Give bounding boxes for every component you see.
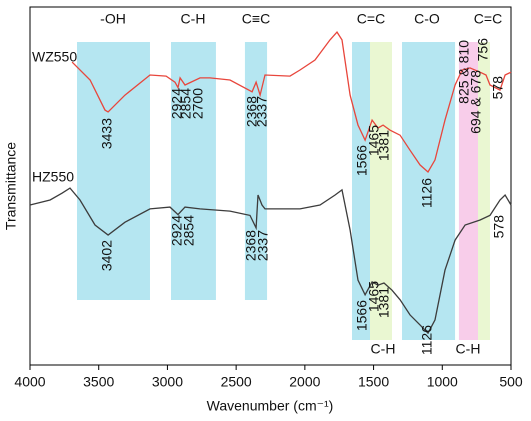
- series-label: WZ550: [32, 49, 77, 65]
- peak-label: 2337: [254, 96, 270, 127]
- x-tick-label: 1500: [358, 374, 389, 390]
- plot-frame: [29, 6, 512, 366]
- group-label: C=C: [357, 11, 385, 27]
- peak-label: 578: [490, 76, 506, 100]
- spectrum-line: [71, 31, 512, 174]
- band: [402, 42, 456, 340]
- x-tick-label: 3500: [83, 374, 114, 390]
- peak-label: 2924: [169, 215, 185, 246]
- x-tick-label: 2000: [289, 374, 320, 390]
- group-label: C-H: [456, 341, 481, 357]
- peak-label: 2368: [244, 96, 260, 127]
- x-tick-label: 3000: [152, 374, 183, 390]
- peak-label: 3402: [99, 240, 115, 271]
- x-tick-label: 2500: [221, 374, 252, 390]
- peak-label: 1126: [419, 178, 435, 208]
- group-label: -OH: [100, 11, 126, 27]
- peak-label: 825 & 810: [456, 40, 472, 104]
- series-label: HZ550: [32, 169, 74, 185]
- peak-label: 2854: [178, 88, 194, 119]
- peak-label: 1465: [366, 125, 382, 156]
- band: [478, 42, 490, 340]
- peak-label: 2337: [255, 230, 271, 261]
- band: [458, 42, 479, 340]
- group-label: C=C: [474, 11, 502, 27]
- group-label: C-H: [181, 11, 206, 27]
- peak-label: 2368: [243, 230, 259, 261]
- peak-label: 694 & 678: [468, 70, 484, 134]
- peak-label: 2854: [181, 215, 197, 246]
- x-tick-label: 1000: [427, 374, 458, 390]
- group-label: C-O: [414, 11, 440, 27]
- band: [351, 42, 370, 340]
- peak-label: 1381: [376, 287, 392, 318]
- peak-label: 2700: [190, 88, 206, 119]
- band: [244, 42, 268, 300]
- peak-label: 1381: [376, 130, 392, 161]
- x-tick-label: 500: [499, 374, 523, 390]
- peak-label: 1566: [354, 145, 370, 176]
- y-axis-label: Transmittance: [3, 142, 19, 230]
- peak-label: 2924: [169, 88, 185, 119]
- group-label: C-H: [371, 341, 396, 357]
- peak-label: 756: [475, 38, 491, 62]
- x-tick-label: 4000: [14, 374, 45, 390]
- peak-label: 1465: [366, 281, 382, 312]
- peak-label: 1126: [419, 325, 435, 355]
- x-axis-label: Wavenumber (cm⁻¹): [207, 398, 334, 414]
- spectrum-line: [29, 187, 512, 335]
- group-label: C≡C: [242, 11, 270, 27]
- peak-label: 1566: [354, 300, 370, 331]
- peak-label: 3433: [99, 118, 115, 149]
- peak-label: 578: [491, 215, 507, 239]
- band: [369, 42, 392, 340]
